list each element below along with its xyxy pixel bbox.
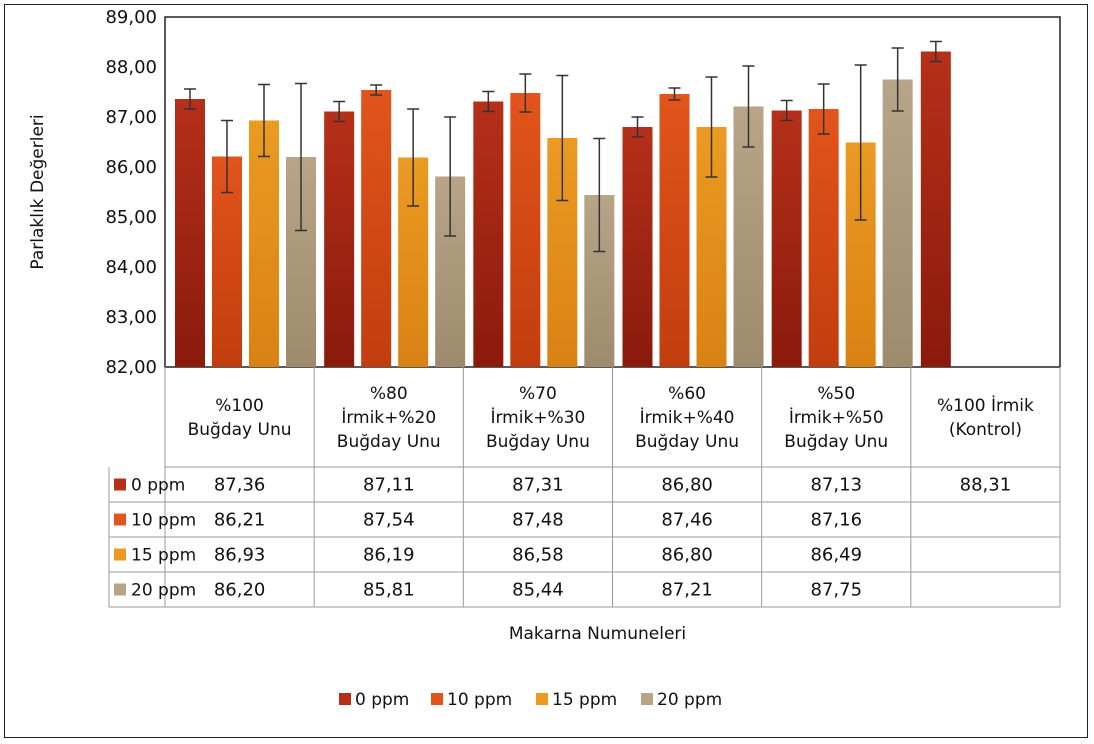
- legend-key: [114, 583, 126, 596]
- bar: [882, 79, 913, 367]
- table-row-label: 20 ppm: [131, 581, 196, 601]
- data-label: 85,44: [512, 580, 564, 601]
- category-label: İrmik+%20: [341, 407, 436, 428]
- category-label: Buğday Unu: [635, 432, 739, 452]
- bar: [324, 111, 355, 367]
- legend-swatch: [641, 693, 653, 705]
- y-tick-label: 86,00: [105, 157, 157, 178]
- bar: [920, 51, 951, 367]
- data-label: 86,49: [810, 545, 862, 566]
- data-label: 85,81: [363, 580, 415, 601]
- data-label: 87,54: [363, 510, 415, 531]
- data-label: 87,13: [810, 475, 862, 496]
- category-label: (Kontrol): [949, 420, 1022, 440]
- data-label: 86,93: [214, 545, 266, 566]
- data-label: 87,16: [810, 510, 862, 531]
- category-label: %100: [215, 396, 264, 416]
- table-row-label: 0 ppm: [131, 476, 185, 496]
- legend-swatch: [536, 693, 548, 705]
- data-label: 86,80: [661, 475, 713, 496]
- data-label: 87,36: [214, 475, 266, 496]
- bar: [510, 93, 541, 367]
- category-label: Buğday Unu: [188, 420, 292, 440]
- category-label: %80: [370, 384, 408, 404]
- legend-key: [114, 548, 126, 561]
- category-label: İrmik+%40: [640, 407, 735, 428]
- category-label: %70: [519, 384, 557, 404]
- y-tick-label: 85,00: [105, 207, 157, 228]
- legend-label: 20 ppm: [657, 690, 722, 710]
- y-tick-label: 87,00: [105, 107, 157, 128]
- bar: [771, 110, 802, 367]
- bar: [249, 120, 279, 367]
- data-label: 87,46: [661, 510, 713, 531]
- y-tick-label: 82,00: [105, 357, 157, 378]
- data-label: 86,21: [214, 510, 266, 531]
- bar-chart: 82,00 83,00 84,00 85,00 86,00 87,00 88,00 89,00…: [28, 7, 1061, 710]
- data-label: 86,20: [214, 580, 266, 601]
- y-tick-label: 84,00: [105, 257, 157, 278]
- legend-swatch: [339, 693, 351, 705]
- bar: [622, 127, 653, 367]
- category-label: %50: [817, 384, 855, 404]
- table-row-label: 15 ppm: [131, 546, 196, 566]
- y-axis-label: Parlaklık Değerleri: [28, 114, 48, 269]
- data-label: 86,58: [512, 545, 564, 566]
- category-label: İrmik+%30: [490, 407, 585, 428]
- legend-label: 10 ppm: [447, 690, 512, 710]
- y-tick-label: 89,00: [105, 7, 157, 28]
- legend-label: 0 ppm: [355, 690, 409, 710]
- bar: [175, 99, 205, 367]
- legend-key: [114, 513, 126, 526]
- bar: [659, 94, 690, 367]
- legend-label: 15 ppm: [552, 690, 617, 710]
- y-tick-label: 83,00: [105, 307, 157, 328]
- category-label: Buğday Unu: [784, 432, 888, 452]
- data-label: 87,75: [810, 580, 862, 601]
- data-label: 87,11: [363, 475, 415, 496]
- bar: [808, 109, 839, 367]
- bar: [733, 106, 764, 367]
- y-tick-label: 88,00: [105, 57, 157, 78]
- data-label: 87,21: [661, 580, 713, 601]
- bar: [361, 90, 392, 367]
- category-label: %60: [668, 384, 706, 404]
- data-label: 87,31: [512, 475, 564, 496]
- category-label: Buğday Unu: [486, 432, 590, 452]
- data-label: 86,19: [363, 545, 415, 566]
- x-axis-label: Makarna Numuneleri: [509, 624, 686, 644]
- legend-key: [114, 478, 126, 491]
- data-label: 87,48: [512, 510, 564, 531]
- data-label: 86,80: [661, 545, 713, 566]
- category-label: Buğday Unu: [337, 432, 441, 452]
- legend-swatch: [431, 693, 443, 705]
- data-label: 88,31: [960, 475, 1012, 496]
- bar: [473, 101, 504, 367]
- category-label: %100 İrmik: [937, 395, 1034, 416]
- table-row-label: 10 ppm: [131, 511, 196, 531]
- category-label: İrmik+%50: [789, 407, 884, 428]
- chart-frame: 82,00 83,00 84,00 85,00 86,00 87,00 88,00 89,00…: [4, 4, 1088, 738]
